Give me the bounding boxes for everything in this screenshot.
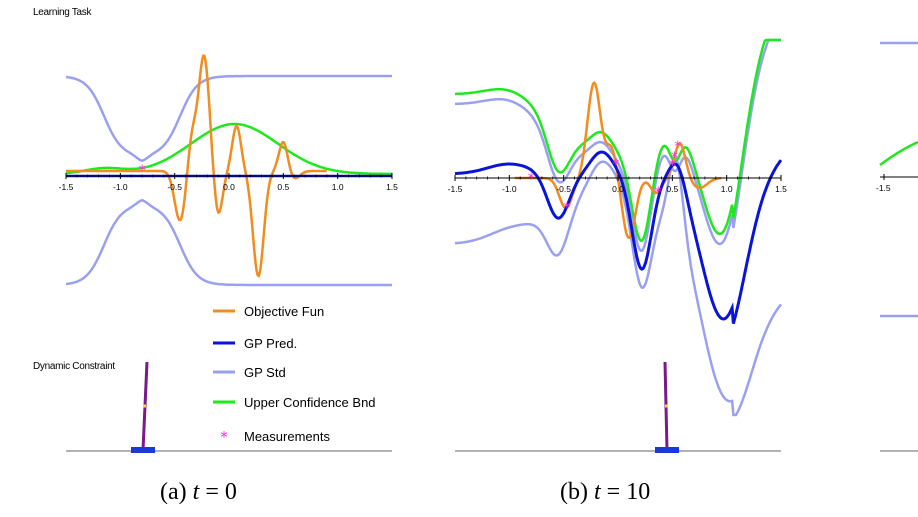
x-tick-label: -1.5 — [876, 183, 891, 193]
ucb-curve — [455, 38, 781, 242]
x-tick-label: -1.5 — [59, 182, 74, 192]
x-tick-label: -1.0 — [113, 182, 128, 192]
measurement-marker: * — [563, 201, 570, 217]
objective-curve — [66, 54, 327, 279]
x-tick-label: -0.5 — [167, 182, 182, 192]
x-tick-label: 0.0 — [223, 182, 235, 192]
measurements: ******* — [528, 139, 682, 217]
cart — [655, 447, 679, 453]
measurement-marker: * — [655, 185, 662, 201]
ucb-curve — [879, 140, 918, 167]
measurement-marker: * — [669, 158, 676, 174]
measurement-marker: * — [139, 163, 146, 179]
gp-std-upper-curve — [455, 38, 781, 252]
x-tick-label: -1.5 — [448, 184, 463, 194]
caption-a: (a) t = 0 — [160, 479, 237, 505]
measurement-marker: * — [671, 150, 678, 166]
measurement-marker: * — [674, 139, 681, 155]
x-tick-label: 1.0 — [721, 184, 733, 194]
gp-pred-curve — [454, 150, 783, 324]
cart — [131, 447, 155, 453]
gp-std-lower-curve — [65, 199, 392, 287]
x-ticks: -1.5 -1.0 -0.5 0.0 0.5 1.0 1.5 — [59, 173, 398, 192]
x-tick-label: 0.0 — [612, 184, 624, 194]
measurement-marker: * — [612, 157, 619, 173]
legend-label: Objective Fun — [244, 304, 324, 319]
legend-swatch: * — [220, 428, 228, 446]
panel-a: -1.5 -1.0 -0.5 0.0 0.5 1.0 1.5 * — [59, 54, 398, 287]
pendulum-b — [455, 361, 781, 453]
x-tick-label: 1.5 — [386, 182, 398, 192]
x-tick-label: 0.5 — [277, 182, 289, 192]
x-tick-label: 1.5 — [775, 184, 787, 194]
measurements: * — [139, 163, 146, 179]
panel-c: -1.5 — [876, 41, 918, 452]
learning-task-label: Learning Task — [33, 7, 92, 18]
x-tick-label: -0.5 — [556, 184, 571, 194]
caption-b: (b) t = 10 — [560, 479, 650, 505]
legend: Objective Fun GP Pred. GP Std Upper Confide… — [213, 304, 376, 446]
legend-label: Measurements — [244, 429, 330, 444]
ucb-curve — [65, 122, 392, 176]
x-ticks: -1.5 -1.0 -0.5 0.0 0.5 1.0 1.5 — [448, 175, 787, 194]
pendulum-a — [66, 361, 392, 453]
measurement-marker: * — [528, 171, 535, 187]
x-tick-label: -1.0 — [502, 184, 517, 194]
gp-std-lower-curve — [454, 155, 782, 417]
legend-label: GP Std — [244, 365, 286, 380]
x-tick-label: 0.5 — [666, 184, 678, 194]
panel-b: -1.5 -1.0 -0.5 0.0 0.5 1.0 1.5 ******* — [448, 38, 787, 417]
dynamic-constraint-label: Dynamic Constraint — [33, 361, 115, 372]
x-tick-label: 1.0 — [332, 182, 344, 192]
gp-std-upper-curve — [65, 74, 392, 162]
legend-label: Upper Confidence Bnd — [244, 395, 376, 410]
legend-label: GP Pred. — [244, 336, 297, 351]
